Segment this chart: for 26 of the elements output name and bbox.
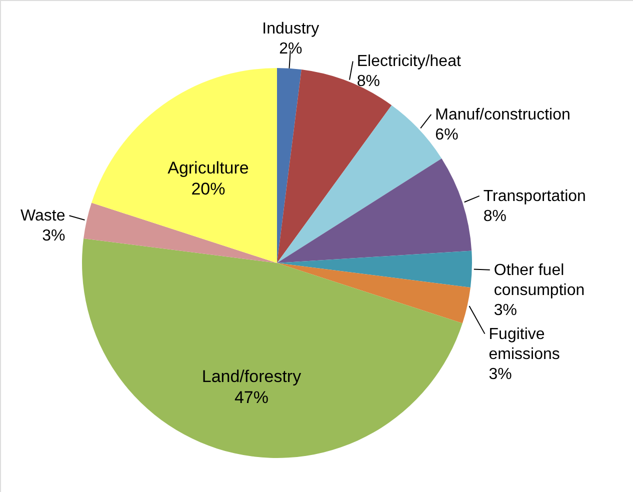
slice-label: Electricity/heat: [356, 53, 462, 70]
slice-label: Industry: [262, 20, 320, 38]
data-label: 3%: [42, 228, 66, 245]
pie-slice: [277, 250, 472, 288]
pie-slice: [277, 70, 392, 263]
data-label: 20%: [191, 179, 226, 198]
slice-label: Waste: [20, 208, 66, 225]
data-label: 47%: [234, 388, 268, 408]
data-label: 8%: [356, 73, 380, 90]
pie-slice: [84, 202, 277, 263]
slice-label: Manuf/construction: [435, 106, 570, 124]
slice-label: Fugitive emissions: [488, 326, 560, 363]
pie-slice: [82, 238, 462, 458]
pie-slice: [277, 158, 472, 263]
data-label: 8%: [483, 208, 507, 225]
data-label: 3%: [494, 302, 518, 319]
pie-slice: [277, 263, 470, 324]
slice-label: Agriculture: [168, 158, 249, 178]
slice-label: Land/forestry: [202, 367, 302, 386]
slice-label: Other fuel consumption: [494, 262, 585, 299]
data-label: 2%: [279, 40, 302, 58]
pie-slice: [92, 68, 277, 263]
data-label: 3%: [488, 366, 512, 383]
data-label: 6%: [435, 126, 458, 144]
pie-slice: [277, 68, 302, 263]
slice-label: Transportation: [483, 188, 586, 205]
